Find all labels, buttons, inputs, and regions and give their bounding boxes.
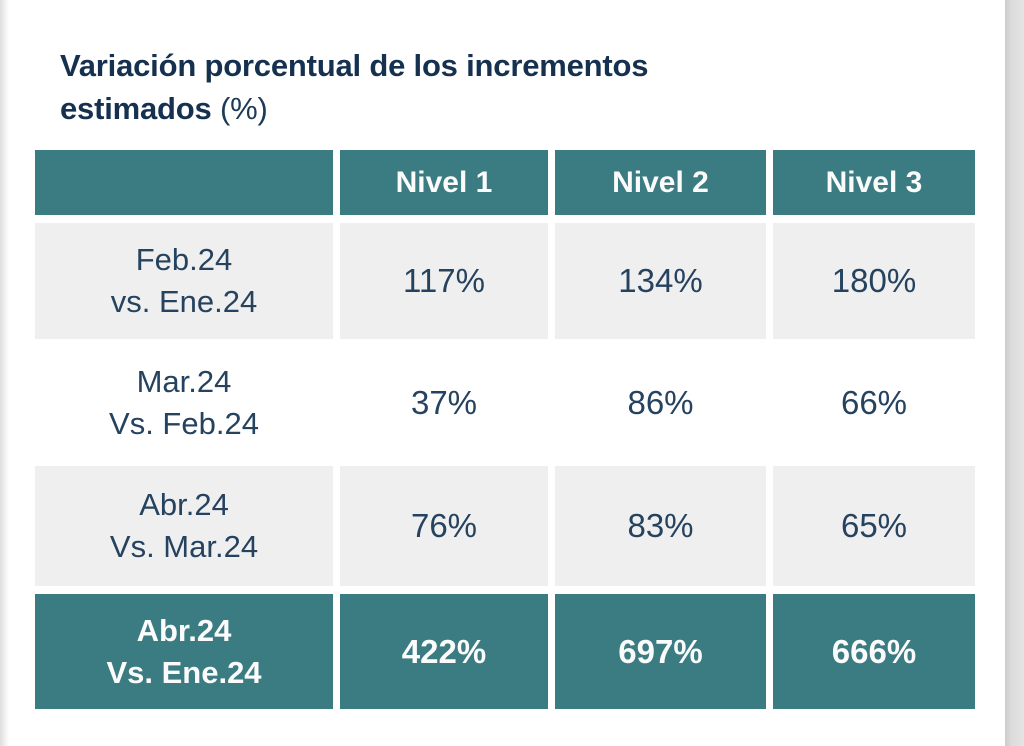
- value-mar24-nivel1: 37%: [340, 347, 548, 458]
- row-label-line1: Abr.24: [139, 487, 229, 522]
- row-label-line2: Vs. Feb.24: [109, 405, 259, 441]
- page-title: Variación porcentual de los incrementos …: [60, 44, 940, 130]
- page-title-unit: (%): [211, 91, 268, 126]
- value-total-nivel3: 666%: [773, 594, 975, 709]
- value-abr24-nivel1: 76%: [340, 466, 548, 586]
- value-feb24-nivel2: 134%: [555, 223, 766, 339]
- value-feb24-nivel1: 117%: [340, 223, 548, 339]
- row-label-mar24-vs-feb24: Mar.24 Vs. Feb.24: [35, 347, 333, 458]
- row-label-feb24-vs-ene24: Feb.24 vs. Ene.24: [35, 223, 333, 339]
- page-title-line2-bold: estimados: [60, 91, 212, 126]
- page-right-edge-strip: [1005, 0, 1024, 746]
- value-total-nivel2: 697%: [555, 594, 766, 709]
- page-title-line1: Variación porcentual de los incrementos: [60, 48, 649, 83]
- table-header-nivel-3: Nivel 3: [773, 150, 975, 215]
- value-mar24-nivel2: 86%: [555, 347, 766, 458]
- value-feb24-nivel3: 180%: [773, 223, 975, 339]
- value-mar24-nivel3: 66%: [773, 347, 975, 458]
- row-label-line2: Vs. Ene.24: [106, 654, 262, 690]
- page-left-edge-shadow: [0, 0, 9, 746]
- table-corner-cell: [35, 150, 333, 215]
- row-label-abr24-vs-ene24: Abr.24 Vs. Ene.24: [35, 594, 333, 709]
- row-label-line2: Vs. Mar.24: [109, 529, 259, 564]
- table-header-nivel-1: Nivel 1: [340, 150, 548, 215]
- row-label-line1: Feb.24: [135, 242, 233, 277]
- row-label-abr24-vs-mar24: Abr.24 Vs. Mar.24: [35, 466, 333, 586]
- value-abr24-nivel2: 83%: [555, 466, 766, 586]
- row-label-line2: vs. Ene.24: [110, 284, 258, 319]
- table-header-nivel-2: Nivel 2: [555, 150, 766, 215]
- value-total-nivel1: 422%: [340, 594, 548, 709]
- variation-table: Nivel 1 Nivel 2 Nivel 3 Feb.24 vs. Ene.2…: [35, 150, 975, 709]
- value-abr24-nivel3: 65%: [773, 466, 975, 586]
- row-label-line1: Mar.24: [136, 363, 232, 399]
- row-label-line1: Abr.24: [136, 612, 232, 648]
